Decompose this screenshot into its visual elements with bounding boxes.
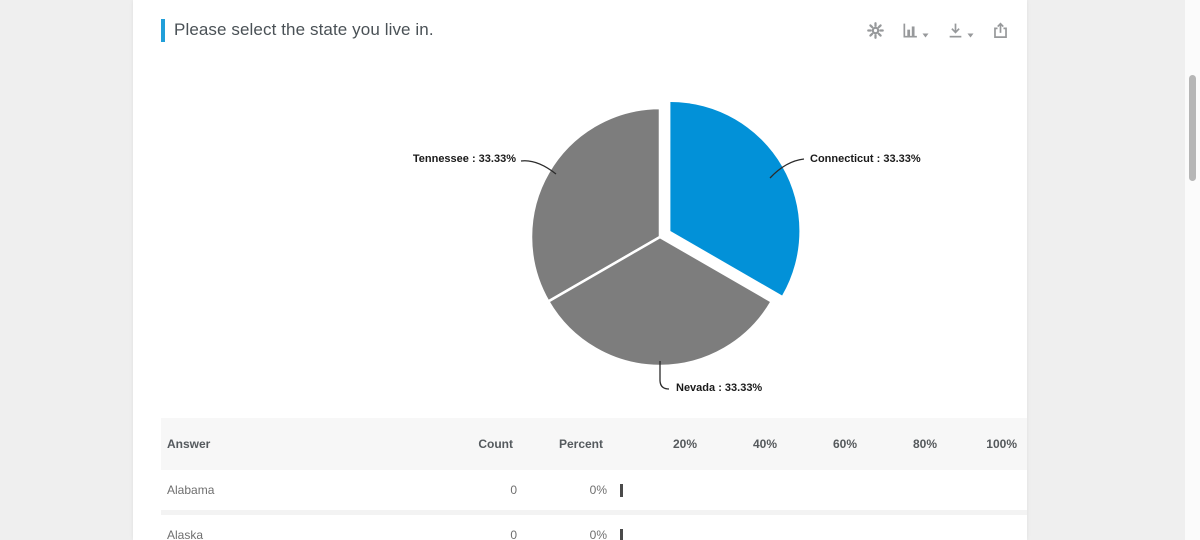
pie-slice-connecticut[interactable]	[670, 102, 800, 296]
scale-label-40: 40%	[752, 437, 777, 451]
chevron-down-icon	[967, 33, 974, 38]
table-row: Alaska 0 0%	[161, 515, 1027, 540]
scale-label-60: 60%	[832, 437, 857, 451]
card-header: Please select the state you live in.	[133, 0, 1027, 60]
question-report-card: Please select the state you live in.	[133, 0, 1027, 540]
scale-label-20: 20%	[672, 437, 697, 451]
percent-bar-cell	[617, 528, 1027, 540]
scrollbar-track[interactable]	[1185, 0, 1200, 540]
table-header-row: Answer Count Percent 20% 40% 60% 80% 100…	[161, 418, 1027, 470]
title-accent-bar	[161, 18, 165, 42]
percent-cell: 0%	[589, 483, 607, 497]
scale-label-80: 80%	[912, 437, 937, 451]
results-table: Answer Count Percent 20% 40% 60% 80% 100…	[161, 418, 1027, 540]
pie-label-tennessee: Tennessee : 33.33%	[412, 153, 516, 165]
pie-label-nevada: Nevada : 33.33%	[676, 382, 763, 394]
question-title: Please select the state you live in.	[174, 20, 434, 39]
title-wrap: Please select the state you live in.	[161, 18, 434, 42]
chevron-down-icon	[922, 33, 929, 38]
pie-label-connecticut: Connecticut : 33.33%	[810, 153, 921, 165]
download-button[interactable]	[945, 20, 976, 41]
percent-bar-cell	[617, 483, 1027, 497]
leader-line-connecticut	[769, 158, 805, 179]
percent-column-header: Percent	[558, 437, 603, 451]
export-share-button[interactable]	[990, 20, 1011, 41]
table-row: Alabama 0 0%	[161, 470, 1027, 510]
download-icon	[947, 22, 964, 39]
scale-label-100: 100%	[986, 437, 1017, 451]
pie-chart: Tennessee : 33.33% Connecticut : 33.33% …	[133, 60, 1027, 418]
zero-bar-tick	[620, 483, 623, 497]
share-icon	[992, 21, 1009, 39]
percent-cell: 0%	[589, 528, 607, 540]
scrollbar-thumb[interactable]	[1189, 75, 1196, 181]
count-column-header: Count	[478, 437, 513, 451]
row-separator	[161, 510, 1027, 515]
count-cell: 0	[510, 528, 517, 540]
settings-button[interactable]	[865, 20, 886, 41]
leader-line-nevada	[659, 361, 670, 390]
percent-scale-header: 20% 40% 60% 80% 100%	[617, 437, 1027, 451]
bar-chart-icon	[902, 22, 919, 39]
count-cell: 0	[510, 483, 517, 497]
report-toolbar	[865, 20, 1011, 41]
answer-column-header: Answer	[167, 437, 211, 451]
answer-cell: Alabama	[167, 483, 215, 497]
answer-cell: Alaska	[167, 528, 204, 540]
chart-type-button[interactable]	[900, 20, 931, 41]
leader-line-tennessee	[520, 160, 557, 175]
zero-bar-tick	[620, 528, 623, 540]
gear-icon	[867, 21, 884, 39]
pie-slice-tennessee[interactable]	[529, 106, 662, 303]
